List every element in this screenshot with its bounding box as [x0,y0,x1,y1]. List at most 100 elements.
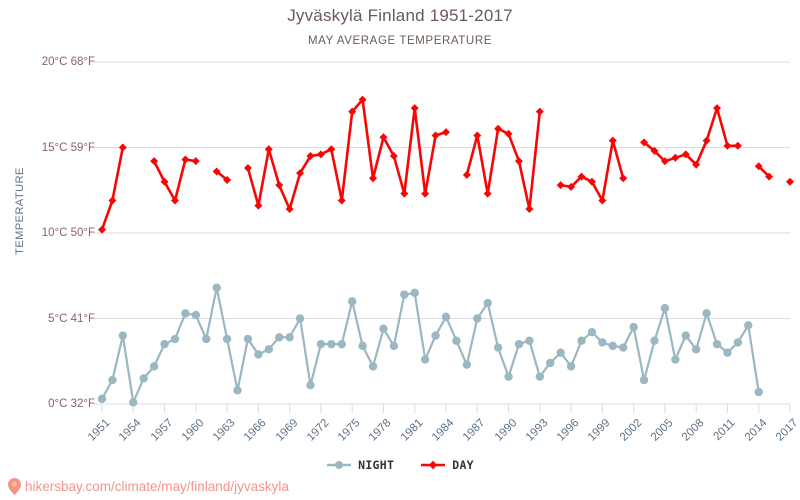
data-point[interactable] [608,136,617,145]
data-point[interactable] [723,141,732,150]
data-point[interactable] [150,157,159,166]
data-point[interactable] [348,107,357,116]
data-point[interactable] [691,345,701,354]
data-point[interactable] [327,339,336,349]
data-point[interactable] [567,182,576,191]
data-point[interactable] [191,157,200,166]
data-point[interactable] [233,386,242,395]
data-point[interactable] [441,312,451,321]
data-point[interactable] [629,322,638,332]
data-point[interactable] [723,348,732,357]
data-point[interactable] [275,333,284,342]
data-point[interactable] [400,290,409,299]
data-point[interactable] [170,196,179,205]
data-point[interactable] [556,181,565,190]
data-point[interactable] [410,288,419,298]
data-point[interactable] [504,129,513,138]
data-point[interactable] [129,398,138,407]
data-point[interactable] [483,189,492,198]
data-point[interactable] [98,225,106,234]
data-point[interactable] [692,160,701,169]
data-point[interactable] [462,360,472,369]
data-point[interactable] [754,387,763,397]
data-point[interactable] [118,143,127,152]
data-point[interactable] [514,157,523,166]
data-point[interactable] [608,341,617,351]
data-point[interactable] [369,174,378,183]
data-point[interactable] [619,343,628,352]
data-point[interactable] [650,146,659,155]
source-link[interactable]: hikersbay.com/climate/may/finland/jyvask… [8,478,289,495]
data-point[interactable] [712,339,722,349]
data-point[interactable] [619,174,628,183]
data-point[interactable] [546,358,555,368]
data-point[interactable] [765,172,774,181]
data-point[interactable] [473,131,482,140]
data-point[interactable] [431,331,440,340]
data-point[interactable] [358,341,367,351]
data-point[interactable] [640,138,649,147]
data-point[interactable] [202,334,211,344]
data-point[interactable] [410,104,419,113]
data-point[interactable] [254,201,263,210]
legend-item-night[interactable]: NIGHT [326,458,394,472]
data-point[interactable] [483,298,492,308]
data-point[interactable] [170,334,180,344]
data-point[interactable] [650,336,659,345]
data-point[interactable] [191,310,201,320]
data-point[interactable] [149,362,159,371]
data-point[interactable] [577,336,586,345]
data-point[interactable] [733,338,743,347]
data-point[interactable] [681,150,690,159]
data-point[interactable] [598,338,607,347]
data-point[interactable] [525,336,534,345]
data-point[interactable] [462,170,471,179]
data-point[interactable] [639,375,649,385]
data-point[interactable] [222,334,232,344]
data-point[interactable] [660,304,670,313]
data-point[interactable] [327,145,336,154]
data-point[interactable] [587,177,596,186]
data-point[interactable] [535,372,545,381]
data-point[interactable] [285,205,294,214]
data-point[interactable] [212,167,221,176]
data-point[interactable] [306,380,315,390]
data-point[interactable] [306,152,315,161]
data-point[interactable] [493,343,503,352]
legend-item-day[interactable]: DAY [420,458,474,472]
data-point[interactable] [671,153,680,162]
data-point[interactable] [744,321,753,330]
data-point[interactable] [108,196,117,205]
data-point[interactable] [525,205,534,214]
data-point[interactable] [577,172,586,181]
data-point[interactable] [420,355,430,364]
data-point[interactable] [681,331,690,340]
data-point[interactable] [316,339,326,349]
data-point[interactable] [421,189,430,198]
data-point[interactable] [358,95,367,104]
data-point[interactable] [264,345,273,354]
data-point[interactable] [337,339,346,349]
data-point[interactable] [660,157,669,166]
data-point[interactable] [389,341,399,351]
data-point[interactable] [535,107,544,116]
data-point[interactable] [264,145,273,154]
data-point[interactable] [379,324,388,333]
data-point[interactable] [504,372,513,381]
data-point[interactable] [316,150,325,159]
data-point[interactable] [243,334,253,344]
data-point[interactable] [296,169,305,178]
data-point[interactable] [118,331,128,340]
data-point[interactable] [702,309,711,318]
data-point[interactable] [347,297,357,306]
data-point[interactable] [212,283,221,292]
data-point[interactable] [754,162,763,171]
data-point[interactable] [389,152,398,161]
data-point[interactable] [733,141,742,150]
data-point[interactable] [452,336,461,345]
data-point[interactable] [473,314,482,323]
data-point[interactable] [702,136,711,145]
data-point[interactable] [671,355,680,364]
data-point[interactable] [223,175,232,184]
data-point[interactable] [285,333,294,342]
